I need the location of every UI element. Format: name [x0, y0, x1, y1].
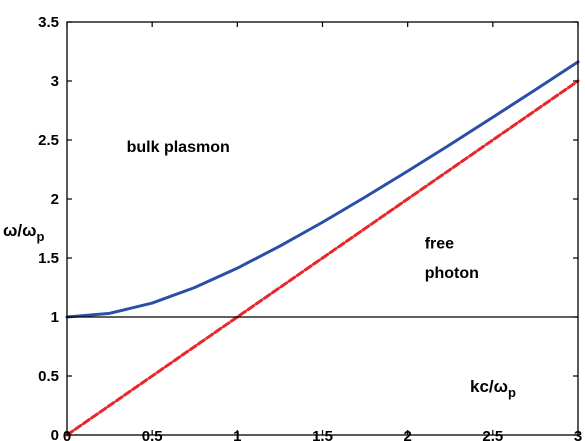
y-tick-label-6: 3 — [51, 73, 59, 90]
x-axis-label-sub: p — [508, 385, 516, 400]
axis-ticks: 00.511.522.5300.511.522.533.5 — [38, 14, 582, 441]
y-tick-label-1: 0.5 — [38, 368, 59, 385]
annotations: bulk plasmon free photon — [127, 139, 479, 282]
series-line-0 — [65, 60, 580, 319]
x-tick-label-3: 1.5 — [312, 428, 333, 441]
y-tick-label-2: 1 — [51, 309, 59, 326]
y-tick-label-5: 2.5 — [38, 132, 59, 149]
x-axis-label: kc/ωp — [470, 377, 516, 400]
series-line-1 — [65, 79, 580, 437]
y-tick-label-3: 1.5 — [38, 250, 59, 267]
x-axis-label-main: kc/ω — [470, 377, 508, 396]
x-tick-label-5: 2.5 — [482, 428, 503, 441]
y-tick-label-4: 2 — [51, 191, 59, 208]
annotation-1: free — [425, 236, 454, 253]
x-tick-label-2: 1 — [233, 428, 241, 441]
x-tick-label-1: 0.5 — [142, 428, 163, 441]
y-axis-label: ω/ωp — [3, 221, 44, 244]
annotation-2: photon — [425, 265, 479, 282]
y-axis-label-main: ω/ω — [3, 221, 36, 240]
x-tick-label-4: 2 — [403, 428, 411, 441]
y-tick-label-0: 0 — [51, 427, 59, 441]
annotation-0: bulk plasmon — [127, 139, 230, 156]
plot-area — [67, 22, 578, 435]
y-tick-label-7: 3.5 — [38, 14, 59, 31]
curves — [65, 60, 580, 437]
y-axis-label-sub: p — [36, 229, 44, 244]
